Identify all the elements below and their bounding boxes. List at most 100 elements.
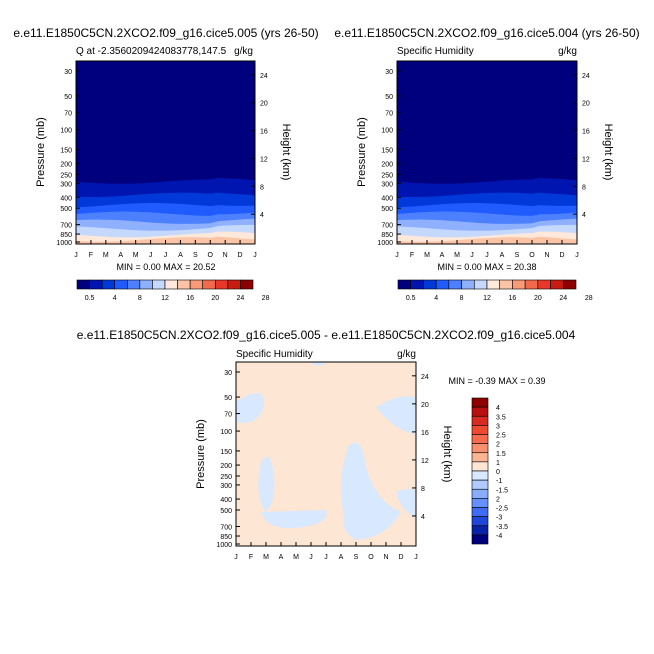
month-tick-label: D	[238, 252, 243, 259]
height-tick-label: 20	[582, 101, 590, 108]
height-tick-label: 16	[582, 129, 590, 136]
panel-1-ylabel-right: Height (km)	[280, 124, 292, 181]
colorbar-swatch	[101, 279, 116, 290]
pressure-tick-label: 300	[60, 181, 72, 188]
panel-2-ylabel: Pressure (mb)	[356, 117, 368, 187]
colorbar-label: 3.5	[496, 414, 506, 421]
colorbar-swatch	[423, 279, 437, 290]
pressure-tick-label: 700	[220, 525, 232, 532]
colorbar-swatch	[562, 279, 577, 290]
month-tick-label: J	[309, 554, 313, 561]
colorbar-label: 0.5	[85, 295, 95, 302]
colorbar-swatch	[471, 488, 489, 499]
colorbar-label: -3	[496, 515, 502, 522]
panel-2-ylabel-right: Height (km)	[602, 124, 614, 181]
colorbar-label: 24	[559, 295, 567, 302]
panel-2-title: e.e11.E1850C5CN.2XCO2.f09_g16.cice5.004 …	[334, 26, 639, 40]
colorbar-label: 2.5	[496, 433, 506, 440]
month-tick-label: J	[164, 252, 168, 259]
colorbar-swatch	[473, 279, 488, 290]
month-tick-label: N	[383, 554, 388, 561]
colorbar-label: 16	[186, 295, 194, 302]
field-negative-patch	[236, 393, 265, 423]
colorbar-swatch	[471, 415, 489, 426]
pressure-tick-label: 850	[381, 232, 393, 239]
height-tick-label: 24	[582, 73, 590, 80]
height-tick-label: 8	[260, 184, 264, 191]
colorbar-swatch	[471, 452, 489, 463]
height-tick-label: 16	[260, 129, 268, 136]
pressure-tick-label: 300	[220, 483, 232, 490]
month-tick-label: J	[253, 252, 257, 259]
month-tick-label: M	[133, 252, 139, 259]
height-tick-label: 16	[421, 430, 429, 437]
pressure-tick-label: 100	[381, 128, 393, 135]
month-tick-label: A	[500, 252, 505, 259]
month-tick-label: J	[485, 252, 489, 259]
month-tick-label: O	[529, 252, 535, 259]
pressure-tick-label: 400	[60, 195, 72, 202]
pressure-tick-label: 400	[381, 195, 393, 202]
colorbar-swatch	[471, 397, 489, 408]
height-tick-label: 24	[421, 374, 429, 381]
colorbar-swatch	[76, 279, 90, 290]
colorbar-label: -1.5	[496, 487, 508, 494]
colorbar-label: 0.5	[406, 295, 416, 302]
month-tick-label: J	[149, 252, 153, 259]
month-tick-label: F	[249, 554, 253, 561]
panel-3-title: e.e11.E1850C5CN.2XCO2.f09_g16.cice5.005 …	[77, 328, 576, 342]
pressure-tick-label: 200	[381, 162, 393, 169]
month-tick-label: A	[339, 554, 344, 561]
month-tick-label: A	[440, 252, 445, 259]
panel-3: e.e11.E1850C5CN.2XCO2.f09_g16.cice5.005 …	[77, 328, 576, 561]
month-tick-label: J	[74, 252, 78, 259]
colorbar-swatch	[471, 461, 489, 472]
colorbar-label: 2	[496, 442, 500, 449]
pressure-tick-label: 100	[60, 128, 72, 135]
colorbar-swatch	[537, 279, 551, 290]
pressure-tick-label: 700	[60, 223, 72, 230]
colorbar-swatch	[471, 534, 489, 545]
panel-2-subtitle-right: g/kg	[558, 46, 577, 57]
colorbar-swatch	[202, 279, 216, 290]
pressure-tick-label: 1000	[56, 240, 72, 247]
month-tick-label: A	[118, 252, 123, 259]
panel-2-field	[397, 61, 577, 244]
panel-3-right-axis: 24 20 16 12 8 4	[412, 374, 429, 521]
panel-1-field	[76, 61, 255, 244]
colorbar-swatch	[139, 279, 153, 290]
pressure-tick-label: 1000	[377, 240, 393, 247]
pressure-tick-label: 850	[220, 534, 232, 541]
height-tick-label: 20	[421, 402, 429, 409]
month-tick-label: F	[89, 252, 93, 259]
colorbar-label: 20	[211, 295, 219, 302]
colorbar-label: 12	[483, 295, 491, 302]
field-negative-patch	[340, 442, 401, 540]
month-tick-label: J	[234, 554, 238, 561]
panel-3-subtitle-left: Specific Humidity	[236, 349, 313, 360]
panel-1-colorbar: 0.5 4 8 12 16 20 24 28	[76, 279, 270, 302]
colorbar-swatch	[512, 279, 526, 290]
height-tick-label: 8	[421, 486, 425, 493]
colorbar-label: 28	[585, 295, 593, 302]
colorbar-label: 12	[161, 295, 169, 302]
pressure-tick-label: 150	[220, 449, 232, 456]
pressure-tick-label: 150	[381, 147, 393, 154]
field-negative-patch	[258, 457, 275, 512]
pressure-tick-label: 250	[60, 172, 72, 179]
pressure-tick-label: 500	[220, 508, 232, 515]
month-tick-label: M	[424, 252, 430, 259]
month-tick-label: J	[575, 252, 579, 259]
month-tick-label: S	[193, 252, 198, 259]
month-tick-label: O	[368, 554, 374, 561]
colorbar-swatch	[114, 279, 128, 290]
height-tick-label: 8	[582, 184, 586, 191]
colorbar-swatch	[471, 443, 489, 454]
colorbar-swatch	[471, 406, 489, 417]
colorbar-swatch	[471, 470, 489, 481]
colorbar-swatch	[461, 279, 475, 290]
pressure-tick-label: 300	[381, 181, 393, 188]
